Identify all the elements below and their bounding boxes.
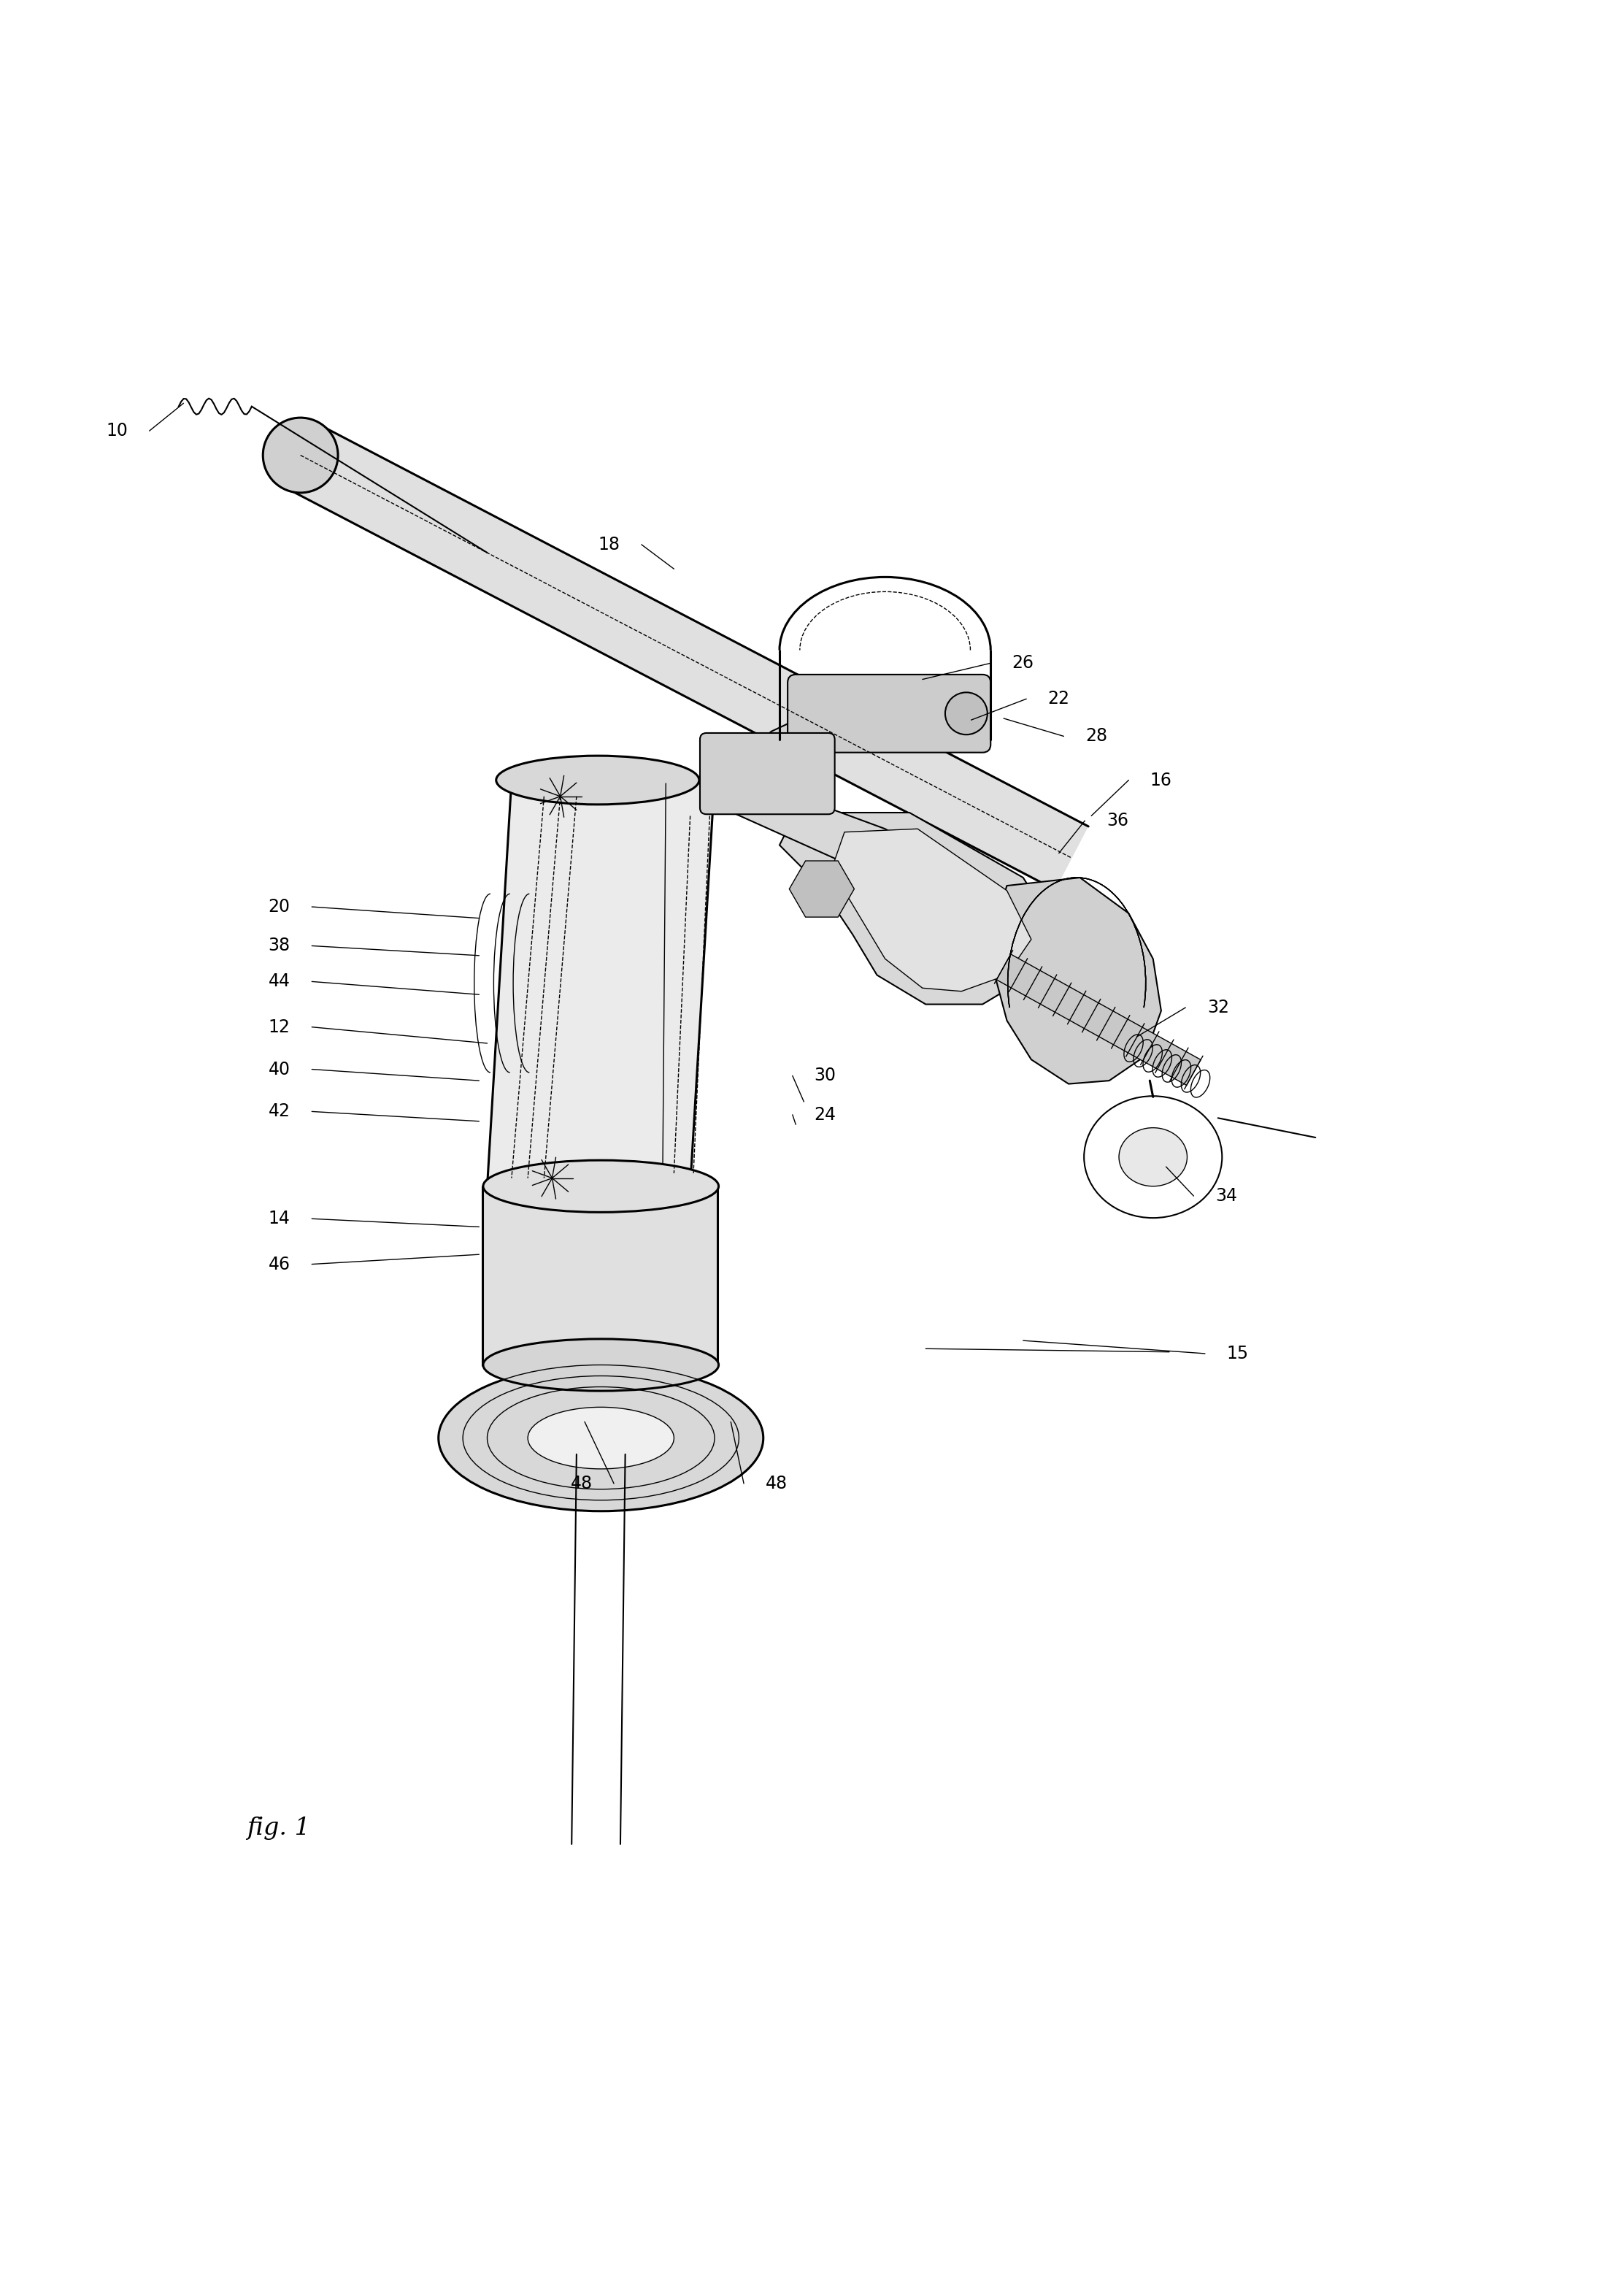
- Text: 16: 16: [1150, 771, 1173, 789]
- Text: 15: 15: [1226, 1345, 1249, 1363]
- Text: 32: 32: [1207, 999, 1229, 1017]
- Circle shape: [263, 419, 338, 494]
- Text: 28: 28: [1085, 728, 1108, 744]
- Text: 48: 48: [570, 1474, 593, 1492]
- Ellipse shape: [1119, 1128, 1187, 1185]
- Ellipse shape: [497, 755, 698, 805]
- Text: 42: 42: [268, 1103, 291, 1119]
- Text: 30: 30: [814, 1067, 836, 1085]
- Polygon shape: [723, 680, 958, 796]
- Polygon shape: [831, 828, 1031, 992]
- Text: 38: 38: [268, 937, 291, 956]
- FancyBboxPatch shape: [700, 733, 835, 814]
- Text: 18: 18: [598, 537, 620, 553]
- Ellipse shape: [484, 1340, 718, 1390]
- Polygon shape: [715, 771, 974, 924]
- Text: 20: 20: [268, 899, 291, 915]
- Text: 24: 24: [814, 1106, 836, 1124]
- Ellipse shape: [438, 1365, 763, 1511]
- Text: 36: 36: [1106, 812, 1129, 830]
- Polygon shape: [487, 780, 715, 1185]
- Polygon shape: [780, 812, 1056, 1003]
- Polygon shape: [994, 878, 1161, 1083]
- FancyBboxPatch shape: [788, 673, 991, 753]
- Text: fig. 1: fig. 1: [247, 1815, 310, 1840]
- Ellipse shape: [528, 1408, 674, 1470]
- Ellipse shape: [484, 1160, 718, 1213]
- Text: 48: 48: [765, 1474, 788, 1492]
- Text: 44: 44: [268, 974, 291, 990]
- Text: 10: 10: [106, 423, 128, 439]
- Polygon shape: [997, 953, 1200, 1085]
- Text: 22: 22: [1047, 689, 1070, 708]
- Text: 12: 12: [268, 1019, 291, 1035]
- Polygon shape: [482, 1185, 718, 1365]
- Circle shape: [945, 692, 987, 735]
- Text: 14: 14: [268, 1210, 291, 1228]
- Text: 46: 46: [268, 1256, 291, 1274]
- Text: 40: 40: [268, 1060, 291, 1078]
- Polygon shape: [284, 423, 1088, 890]
- Text: 34: 34: [1215, 1188, 1237, 1206]
- Text: 26: 26: [1012, 655, 1034, 671]
